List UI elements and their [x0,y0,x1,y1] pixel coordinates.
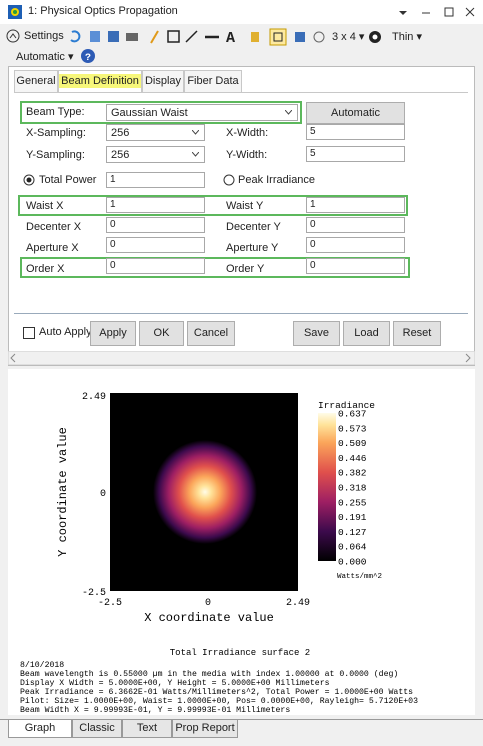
aperture-x-input[interactable]: 0 [106,237,205,253]
ok-button[interactable]: OK [139,321,184,346]
beam-type-select[interactable]: Gaussian Waist [106,104,298,121]
apply-button[interactable]: Apply [90,321,136,346]
plot-area [8,369,475,715]
aperture-y-input[interactable]: 0 [306,237,405,253]
total-power-input[interactable]: 1 [106,172,205,188]
field-label: Order X [26,263,65,275]
tab[interactable]: Display [142,70,184,92]
tab-label: Beam Definition [59,74,141,88]
field-label: Aperture Y [226,242,279,254]
field-label: X-Width: [226,127,269,139]
field-label: X-Sampling: [26,127,86,139]
field-label: Decenter X [26,221,82,233]
field-label: Decenter Y [226,221,281,233]
radio-label: Total Power [39,174,97,186]
select-value: 256 [111,127,130,139]
toolbar-icons: A [6,28,325,46]
chevron [285,110,292,115]
svg-text:A: A [226,30,235,46]
waist-x-input[interactable]: 1 [106,197,205,213]
help-icon[interactable]: ? [80,48,96,64]
order-x-input[interactable]: 0 [106,258,205,274]
radio-checked[interactable] [23,174,35,186]
highlight-box [20,257,410,278]
select-value: Gaussian Waist [111,107,188,119]
tab[interactable]: Fiber Data [184,70,242,92]
checkbox-label: Auto Apply [39,326,92,338]
window-title: 1: Physical Optics Propagation [28,5,178,17]
tab-line [14,92,468,93]
load-button[interactable]: Load [343,321,390,346]
bottom-tab-active[interactable]: Graph [8,720,72,738]
order-y-input[interactable]: 0 [306,258,405,274]
bottom-tab[interactable]: Text [122,720,172,738]
cancel-button[interactable]: Cancel [187,321,235,346]
checkbox[interactable] [23,327,35,339]
tab-strip-line [0,719,483,720]
save-button[interactable]: Save [293,321,340,346]
chevron [192,152,199,157]
field-label: Aperture X [26,242,79,254]
tab[interactable]: General [14,70,58,92]
bottom-tab[interactable]: Prop Report [172,720,238,738]
field-label: Y-Width: [226,149,268,161]
y-sampling-select[interactable]: 256 [106,146,205,163]
field-label: Beam Type: [26,106,85,118]
field-label: Order Y [226,263,265,275]
window-controls[interactable] [395,4,480,20]
thin-dropdown[interactable]: Thin ▾ [392,31,422,43]
settings-button[interactable]: Settings [24,30,64,42]
svg-text:?: ? [85,53,91,64]
bottom-tab[interactable]: Classic [72,720,122,738]
x-width-input[interactable]: 5 [306,124,405,140]
waist-y-input[interactable]: 1 [306,197,405,213]
chevron [192,130,199,135]
field-label: Y-Sampling: [26,149,85,161]
radio[interactable] [223,174,235,186]
layout-dropdown[interactable]: 3 x 4 ▾ [332,31,365,43]
separator [14,313,468,314]
refresh-icon[interactable] [368,30,382,44]
highlight-box [18,195,408,216]
automatic-dropdown[interactable]: Automatic ▾ [16,51,74,63]
x-sampling-select[interactable]: 256 [106,124,205,141]
scrollbar[interactable] [8,351,475,365]
decenter-y-input[interactable]: 0 [306,217,405,233]
tab-active[interactable]: Beam Definition [58,70,142,92]
decenter-x-input[interactable]: 0 [106,217,205,233]
reset-button[interactable]: Reset [393,321,441,346]
app-icon [8,5,22,19]
highlight-box [20,101,302,124]
field-label: Waist X [26,200,64,212]
y-width-input[interactable]: 5 [306,146,405,162]
field-label: Waist Y [226,200,264,212]
select-value: 256 [111,149,130,161]
automatic-button[interactable]: Automatic [306,102,405,124]
radio-label: Peak Irradiance [238,174,316,186]
